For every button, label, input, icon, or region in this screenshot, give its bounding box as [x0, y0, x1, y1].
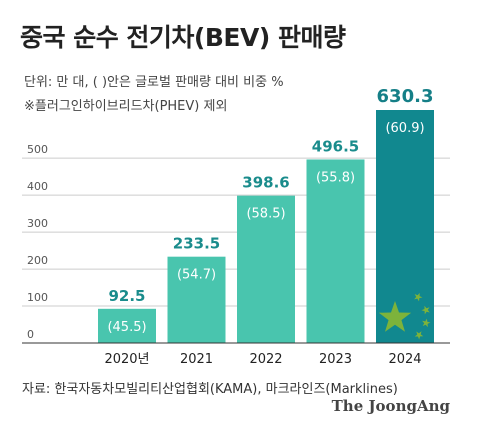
bars — [98, 110, 434, 343]
y-tick-label: 400 — [27, 180, 48, 193]
small-star-icon — [414, 331, 424, 340]
y-tick-label: 300 — [27, 217, 48, 230]
y-tick-label: 200 — [27, 254, 48, 267]
bar-share-label: (54.7) — [177, 268, 216, 283]
y-tick-label: 100 — [27, 291, 48, 304]
bar-share-label: (55.8) — [316, 170, 355, 185]
y-tick-label: 0 — [27, 328, 34, 341]
bar-value-label: 496.5 — [312, 137, 359, 155]
small-star-icon — [422, 318, 431, 328]
exclusion-note: ※플러그인하이브리드차(PHEV) 제외 — [24, 99, 228, 114]
brand-logo: The JoongAng — [331, 397, 450, 415]
bar-labels: 92.5 (45.5) 233.5 (54.7) 398.6 (58.5) 496.5 (55… — [107, 86, 433, 335]
bar-value-label: 233.5 — [173, 235, 220, 253]
x-tick-label: 2021 — [180, 352, 213, 367]
small-star-icon — [421, 305, 430, 315]
bar-share-label: (58.5) — [246, 207, 285, 222]
x-tick-label: 2020년 — [104, 352, 149, 367]
bar-2023 — [306, 159, 365, 343]
bar-share-label: (45.5) — [107, 320, 146, 335]
bar-2024 — [376, 110, 434, 343]
bar-value-label: 630.3 — [377, 86, 434, 107]
x-axis-ticks: 2020년 2021 2022 2023 2024 — [104, 352, 421, 367]
source-note: 자료: 한국자동차모빌리티산업협회(KAMA), 마크라인즈(Marklines… — [22, 382, 398, 397]
large-star-icon — [378, 301, 412, 332]
flag-stars-decoration — [378, 292, 431, 340]
bar-2022 — [237, 195, 295, 343]
chart-title: 중국 순수 전기차(BEV) 판매량 — [20, 23, 346, 52]
unit-note: 단위: 만 대, ( )안은 글로벌 판매량 대비 비중 % — [24, 75, 284, 90]
bar-value-label: 398.6 — [242, 174, 289, 192]
x-tick-label: 2024 — [388, 352, 421, 367]
y-tick-label: 500 — [27, 143, 48, 156]
x-tick-label: 2023 — [319, 352, 352, 367]
bar-value-label: 92.5 — [108, 287, 145, 305]
y-axis-ticks: 0 100 200 300 400 500 — [27, 143, 48, 341]
bar-2021 — [167, 256, 226, 343]
bar-2020년 — [98, 308, 156, 343]
bar-share-label: (60.9) — [385, 121, 424, 136]
x-tick-label: 2022 — [249, 352, 282, 367]
small-star-icon — [414, 292, 423, 302]
